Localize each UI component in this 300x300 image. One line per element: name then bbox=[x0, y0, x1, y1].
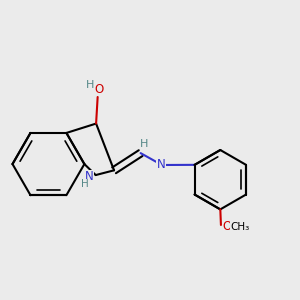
Text: H: H bbox=[86, 80, 94, 90]
Text: O: O bbox=[94, 83, 104, 96]
Text: N: N bbox=[157, 158, 165, 171]
Text: N: N bbox=[85, 170, 94, 183]
Text: CH₃: CH₃ bbox=[230, 222, 249, 232]
Text: H: H bbox=[140, 140, 148, 149]
Text: O: O bbox=[223, 220, 232, 233]
Text: H: H bbox=[81, 179, 88, 189]
